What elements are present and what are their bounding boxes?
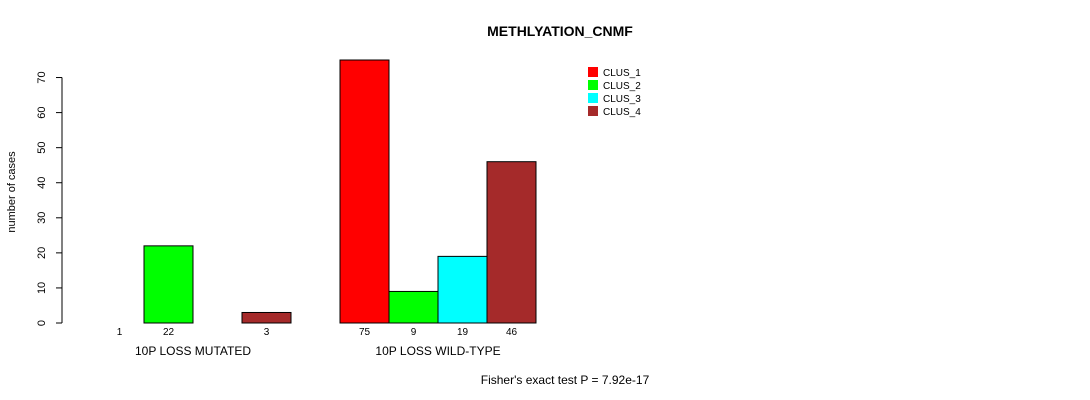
y-tick-label: 30 <box>36 212 48 224</box>
legend-label: CLUS_1 <box>603 68 641 79</box>
legend-swatch <box>588 93 598 103</box>
y-axis-label: number of cases <box>6 151 18 233</box>
legend-swatch <box>588 80 598 90</box>
legend-label: CLUS_2 <box>603 81 641 92</box>
bar-count-label: 3 <box>264 327 270 338</box>
legend-swatch <box>588 67 598 77</box>
legend-label: CLUS_4 <box>603 107 641 118</box>
legend-label: CLUS_3 <box>603 94 641 105</box>
bar-count-label: 75 <box>359 327 371 338</box>
bar-count-label: 46 <box>506 327 518 338</box>
bar-count-label: 1 <box>117 327 123 338</box>
fisher-test-footnote: Fisher's exact test P = 7.92e-17 <box>481 373 650 387</box>
bar-clus-2 <box>143 245 194 324</box>
bar-count-label: 22 <box>163 327 175 338</box>
y-tick-label: 50 <box>36 142 48 154</box>
group-label: 10P LOSS WILD-TYPE <box>375 344 500 358</box>
y-tick-label: 0 <box>36 320 48 326</box>
y-tick-label: 70 <box>36 71 48 83</box>
bar-clus-4 <box>486 161 537 324</box>
bar-clus-4 <box>241 311 292 324</box>
y-tick-label: 10 <box>36 282 48 294</box>
y-tick-label: 60 <box>36 106 48 118</box>
group-label: 10P LOSS MUTATED <box>135 344 251 358</box>
group-labels: 10P LOSS MUTATED 10P LOSS WILD-TYPE <box>135 344 501 358</box>
legend-swatch <box>588 106 598 116</box>
legend: CLUS_1 CLUS_2 CLUS_3 CLUS_4 <box>588 67 641 118</box>
bar-clus-2 <box>388 290 439 324</box>
bar-count-label: 9 <box>411 327 417 338</box>
bar-clus-3 <box>437 255 488 324</box>
y-tick-label: 20 <box>36 247 48 259</box>
bar-clus-1 <box>339 59 390 324</box>
y-axis: 0 10 20 30 40 50 60 70 <box>36 71 63 326</box>
bar-labels: 1 22 3 75 9 19 46 <box>117 327 518 338</box>
bars <box>143 59 537 324</box>
y-tick-label: 40 <box>36 177 48 189</box>
chart-title: METHLYATION_CNMF <box>487 23 633 39</box>
bar-count-label: 19 <box>457 327 469 338</box>
